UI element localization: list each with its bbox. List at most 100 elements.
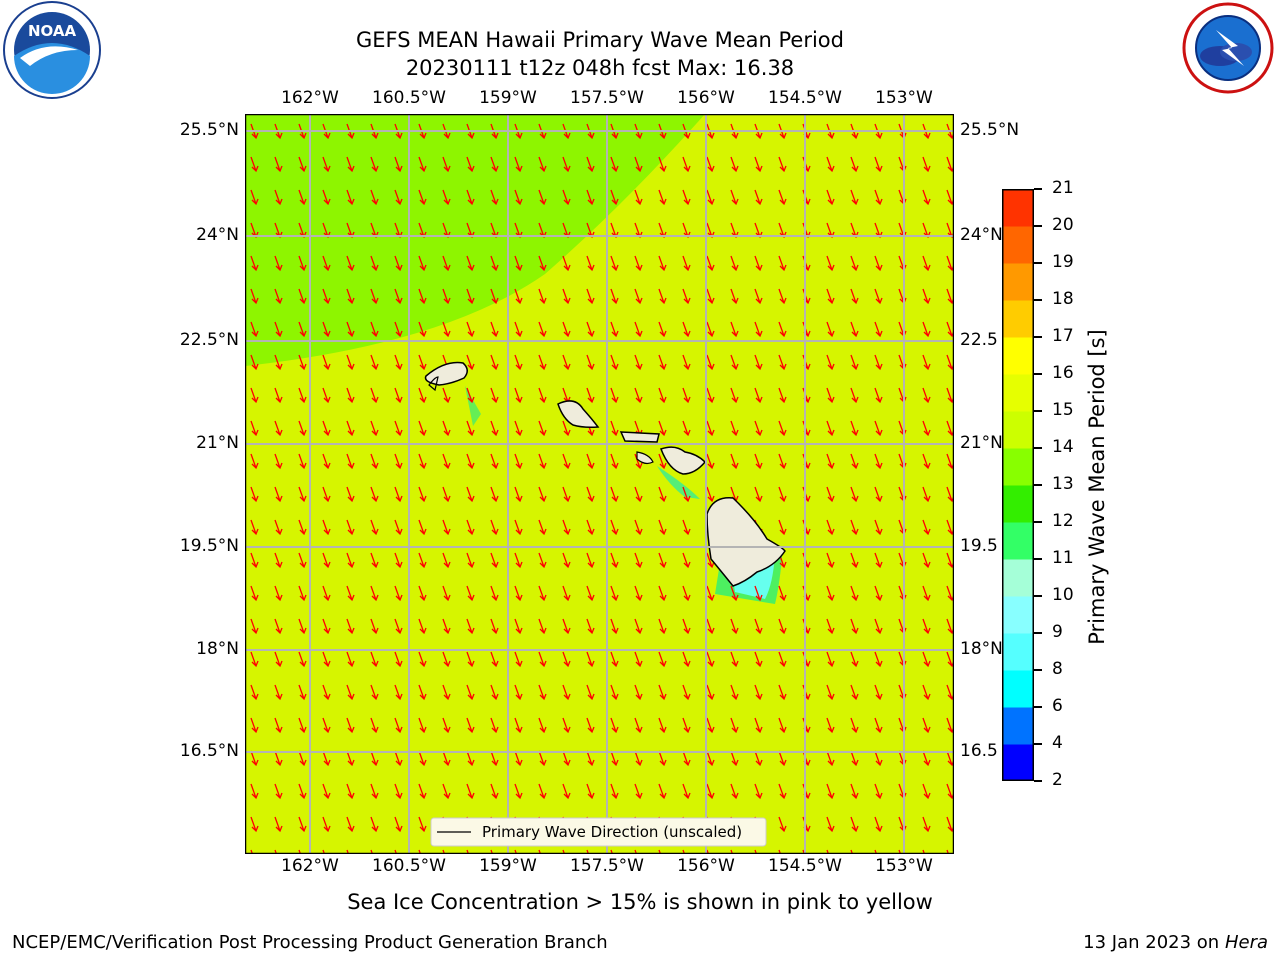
wave-arrow bbox=[634, 519, 643, 536]
lat-right-label-1: 24°N bbox=[960, 225, 1003, 245]
wave-arrow bbox=[370, 387, 379, 404]
wave-arrow bbox=[778, 783, 787, 800]
wave-arrow bbox=[730, 783, 739, 800]
colorbar-segment-11 bbox=[1002, 337, 1034, 375]
wave-arrow bbox=[922, 156, 931, 173]
colorbar-tick-mark bbox=[1034, 595, 1042, 597]
wave-arrow bbox=[418, 453, 427, 470]
wave-arrow bbox=[274, 684, 283, 701]
wave-arrow bbox=[610, 717, 619, 734]
wave-arrow bbox=[634, 849, 638, 854]
wave-arrow bbox=[442, 156, 451, 173]
wave-arrow bbox=[250, 651, 259, 668]
colorbar-tick-label: 18 bbox=[1052, 289, 1074, 309]
wave-arrow bbox=[922, 849, 926, 854]
colorbar-tick-label: 21 bbox=[1052, 178, 1074, 198]
colorbar-tick-label: 8 bbox=[1052, 659, 1063, 679]
colorbar-segment-7 bbox=[1002, 485, 1034, 523]
wave-arrow bbox=[250, 288, 259, 305]
wave-arrow bbox=[562, 651, 571, 668]
wave-arrow bbox=[538, 189, 547, 206]
wave-arrow bbox=[610, 354, 619, 371]
wave-arrow bbox=[706, 783, 715, 800]
wave-arrow bbox=[778, 288, 787, 305]
wave-arrow bbox=[586, 750, 595, 767]
lon-top-label-3: 157.5°W bbox=[570, 88, 644, 108]
wave-arrow bbox=[778, 849, 782, 854]
wave-arrow bbox=[850, 618, 859, 635]
wave-arrow bbox=[370, 420, 379, 437]
wave-arrow bbox=[706, 420, 715, 437]
wave-arrow bbox=[322, 750, 331, 767]
wave-arrow bbox=[370, 684, 379, 701]
wave-arrow bbox=[874, 816, 883, 833]
wave-arrow bbox=[346, 684, 355, 701]
wave-arrow bbox=[682, 255, 691, 272]
wave-arrow bbox=[874, 783, 883, 800]
wave-arrow bbox=[274, 552, 283, 569]
wave-arrow bbox=[778, 156, 787, 173]
wave-arrow bbox=[298, 156, 307, 173]
wave-arrow bbox=[418, 486, 427, 503]
wave-arrow bbox=[778, 585, 787, 602]
wave-arrow bbox=[514, 552, 523, 569]
lat-left-label-0: 25.5°N bbox=[179, 120, 239, 140]
wave-arrow bbox=[826, 420, 835, 437]
wave-arrow bbox=[874, 717, 883, 734]
wave-arrow bbox=[754, 651, 763, 668]
wave-arrow bbox=[706, 618, 715, 635]
wave-arrow bbox=[874, 387, 883, 404]
wave-arrow bbox=[730, 387, 739, 404]
wave-arrow bbox=[490, 354, 499, 371]
lon-top-label-4: 156°W bbox=[677, 88, 735, 108]
wave-arrow bbox=[514, 684, 523, 701]
wave-arrow bbox=[370, 453, 379, 470]
nws-logo bbox=[1182, 2, 1274, 94]
wave-arrow bbox=[514, 288, 523, 305]
noaa-logo: NOAA bbox=[3, 1, 101, 99]
wave-arrow bbox=[418, 189, 427, 206]
wave-arrow bbox=[394, 453, 403, 470]
wave-arrow bbox=[610, 387, 619, 404]
wave-arrow bbox=[706, 288, 715, 305]
wave-arrow bbox=[634, 783, 643, 800]
wave-arrow bbox=[370, 156, 379, 173]
wave-arrow bbox=[322, 585, 331, 602]
branch-credit: NCEP/EMC/Verification Post Processing Pr… bbox=[12, 932, 608, 953]
wave-arrow bbox=[538, 519, 547, 536]
colorbar-tick-mark bbox=[1034, 373, 1042, 375]
wave-arrow bbox=[274, 453, 283, 470]
wave-arrow bbox=[658, 651, 667, 668]
wave-arrow bbox=[922, 387, 931, 404]
wave-arrow bbox=[370, 651, 379, 668]
wave-arrow bbox=[754, 783, 763, 800]
wave-arrow bbox=[778, 618, 787, 635]
wave-arrow bbox=[394, 816, 403, 833]
wave-arrow bbox=[778, 321, 787, 338]
wave-arrow bbox=[466, 321, 475, 338]
wave-arrow bbox=[634, 156, 643, 173]
wave-arrow bbox=[778, 420, 787, 437]
wave-arrow bbox=[394, 684, 403, 701]
wave-arrow bbox=[250, 354, 259, 371]
wave-arrow bbox=[370, 486, 379, 503]
wave-arrow bbox=[706, 156, 715, 173]
wave-arrow bbox=[562, 255, 571, 272]
wave-arrow bbox=[562, 618, 571, 635]
wave-arrow bbox=[418, 420, 427, 437]
wave-arrow bbox=[922, 783, 931, 800]
wave-arrow bbox=[394, 849, 398, 854]
wave-arrow bbox=[874, 453, 883, 470]
wave-arrow bbox=[634, 651, 643, 668]
colorbar-tick-mark bbox=[1034, 632, 1042, 634]
wave-arrow bbox=[346, 717, 355, 734]
wave-arrow bbox=[274, 783, 283, 800]
wave-arrow bbox=[922, 618, 931, 635]
wave-arrow bbox=[874, 354, 883, 371]
wave-arrow bbox=[490, 255, 499, 272]
legend-label: Primary Wave Direction (unscaled) bbox=[482, 823, 742, 841]
wave-arrow bbox=[826, 321, 835, 338]
wave-arrow bbox=[442, 387, 451, 404]
wave-arrow bbox=[922, 288, 931, 305]
wave-arrow bbox=[586, 486, 595, 503]
